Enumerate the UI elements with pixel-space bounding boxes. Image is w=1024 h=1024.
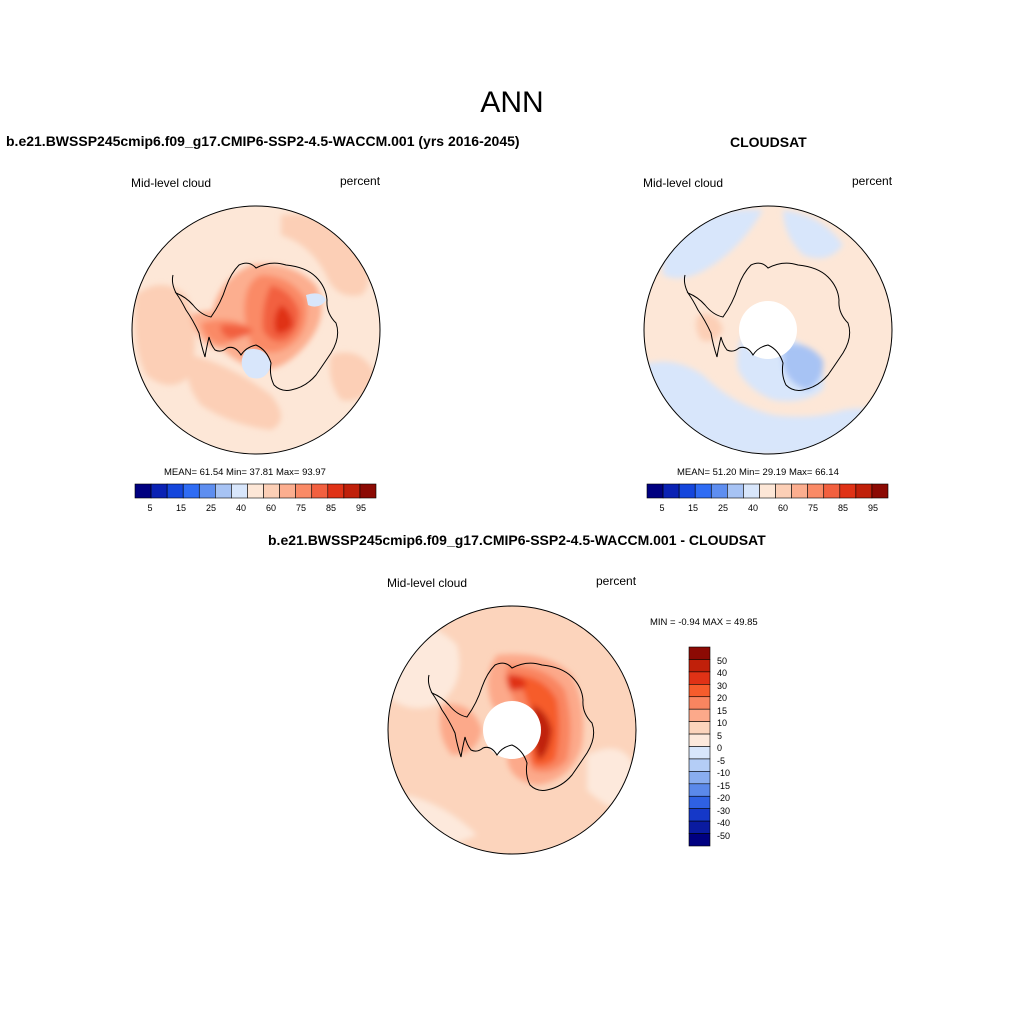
cb1-tick: 95: [355, 503, 366, 513]
colorbar-swatch: [871, 483, 889, 499]
cb2-tick: 15: [687, 503, 698, 513]
cb2-tick: 25: [717, 503, 728, 513]
main-title: ANN: [480, 86, 544, 119]
colorbar-swatch: [688, 746, 711, 760]
cb2-tick: 85: [837, 503, 848, 513]
colorbar-swatch: [134, 483, 152, 499]
panel1-stats: MEAN= 61.54 Min= 37.81 Max= 93.97: [164, 467, 326, 478]
colorbar-swatch: [688, 671, 711, 685]
colorbar-swatch: [182, 483, 200, 499]
colorbar-swatch: [743, 483, 760, 499]
panel3-units-label: percent: [596, 574, 637, 588]
cb2-tick: 95: [867, 503, 878, 513]
cb3-tick: -10: [717, 768, 731, 778]
colorbar-swatch: [688, 783, 711, 797]
panel1-title: b.e21.BWSSP245cmip6.f09_g17.CMIP6-SSP2-4…: [6, 133, 520, 149]
cb3-tick: 30: [717, 681, 728, 691]
cb3-tick: 5: [717, 731, 723, 741]
cb3-tick: 10: [717, 718, 728, 728]
colorbar-swatch: [662, 483, 680, 499]
colorbar-swatch: [678, 483, 696, 499]
colorbar-swatch: [688, 708, 711, 722]
cb3-tick: -20: [717, 793, 731, 803]
colorbar-swatch: [359, 483, 377, 499]
colorbar-swatch: [231, 483, 248, 499]
cb1-tick: 15: [175, 503, 186, 513]
colorbar-swatch: [839, 483, 857, 499]
cb1-tick: 75: [295, 503, 306, 513]
colorbar-swatch: [688, 696, 711, 710]
panel3-title: b.e21.BWSSP245cmip6.f09_g17.CMIP6-SSP2-4…: [268, 532, 766, 548]
colorbar-swatch: [688, 808, 711, 822]
colorbar-swatch: [311, 483, 329, 499]
cb3-tick: -50: [717, 831, 731, 841]
colorbar-swatch: [646, 483, 664, 499]
colorbar-swatch: [688, 795, 711, 809]
colorbar-swatch: [807, 483, 825, 499]
colorbar-swatch: [688, 771, 711, 785]
colorbar-swatch: [855, 483, 873, 499]
cb3-tick: 20: [717, 693, 728, 703]
cloudsat-colorbar: [646, 483, 889, 499]
panel2-title: CLOUDSAT: [730, 134, 807, 150]
colorbar-swatch: [688, 833, 711, 847]
colorbar-swatch: [791, 483, 808, 499]
cb3-tick: -40: [717, 818, 731, 828]
colorbar-swatch: [759, 483, 776, 499]
colorbar-swatch: [710, 483, 728, 499]
cb3-tick: 40: [717, 668, 728, 678]
cb3-tick: -15: [717, 781, 731, 791]
model-polar-map: [131, 205, 381, 455]
colorbar-swatch: [150, 483, 168, 499]
colorbar-swatch: [688, 733, 711, 747]
colorbar-swatch: [263, 483, 280, 499]
colorbar-swatch: [727, 483, 744, 499]
colorbar-swatch: [343, 483, 361, 499]
difference-polar-map: [387, 605, 637, 855]
panel2-units-label: percent: [852, 174, 893, 188]
cb1-tick: 5: [147, 503, 153, 513]
colorbar-swatch: [327, 483, 345, 499]
cb2-tick: 40: [747, 503, 758, 513]
cb3-tick: 0: [717, 743, 723, 753]
cb2-tick: 60: [777, 503, 788, 513]
colorbar-swatch: [688, 684, 711, 698]
colorbar-swatch: [279, 483, 296, 499]
colorbar-swatch: [198, 483, 216, 499]
colorbar-swatch: [688, 758, 711, 772]
colorbar-swatch: [688, 646, 711, 660]
panel2-variable-label: Mid-level cloud: [643, 176, 724, 190]
colorbar-swatch: [688, 721, 711, 735]
cb1-tick: 25: [205, 503, 216, 513]
colorbar-swatch: [823, 483, 841, 499]
colorbar-swatch: [775, 483, 792, 499]
panel3-variable-label: Mid-level cloud: [387, 576, 468, 590]
colorbar-swatch: [295, 483, 313, 499]
cb3-tick: -30: [717, 806, 731, 816]
panel1-units-label: percent: [340, 174, 381, 188]
cb1-tick: 40: [235, 503, 246, 513]
cb3-tick: -5: [717, 756, 726, 766]
model-colorbar: [134, 483, 377, 499]
colorbar-swatch: [688, 820, 711, 834]
cb3-tick: 50: [717, 656, 728, 666]
colorbar-swatch: [694, 483, 712, 499]
colorbar-swatch: [688, 659, 711, 673]
cb2-tick: 5: [659, 503, 665, 513]
panel1-variable-label: Mid-level cloud: [131, 176, 212, 190]
colorbar-swatch: [247, 483, 264, 499]
cb3-tick: 15: [717, 706, 728, 716]
colorbar-swatch: [166, 483, 184, 499]
panel2-stats: MEAN= 51.20 Min= 29.19 Max= 66.14: [677, 467, 839, 478]
colorbar-swatch: [215, 483, 232, 499]
cb1-tick: 85: [325, 503, 336, 513]
panel3-minmax: MIN = -0.94 MAX = 49.85: [650, 617, 758, 628]
cb1-tick: 60: [265, 503, 276, 513]
difference-colorbar: [688, 646, 711, 847]
cloudsat-polar-map: [643, 205, 893, 455]
cb2-tick: 75: [807, 503, 818, 513]
